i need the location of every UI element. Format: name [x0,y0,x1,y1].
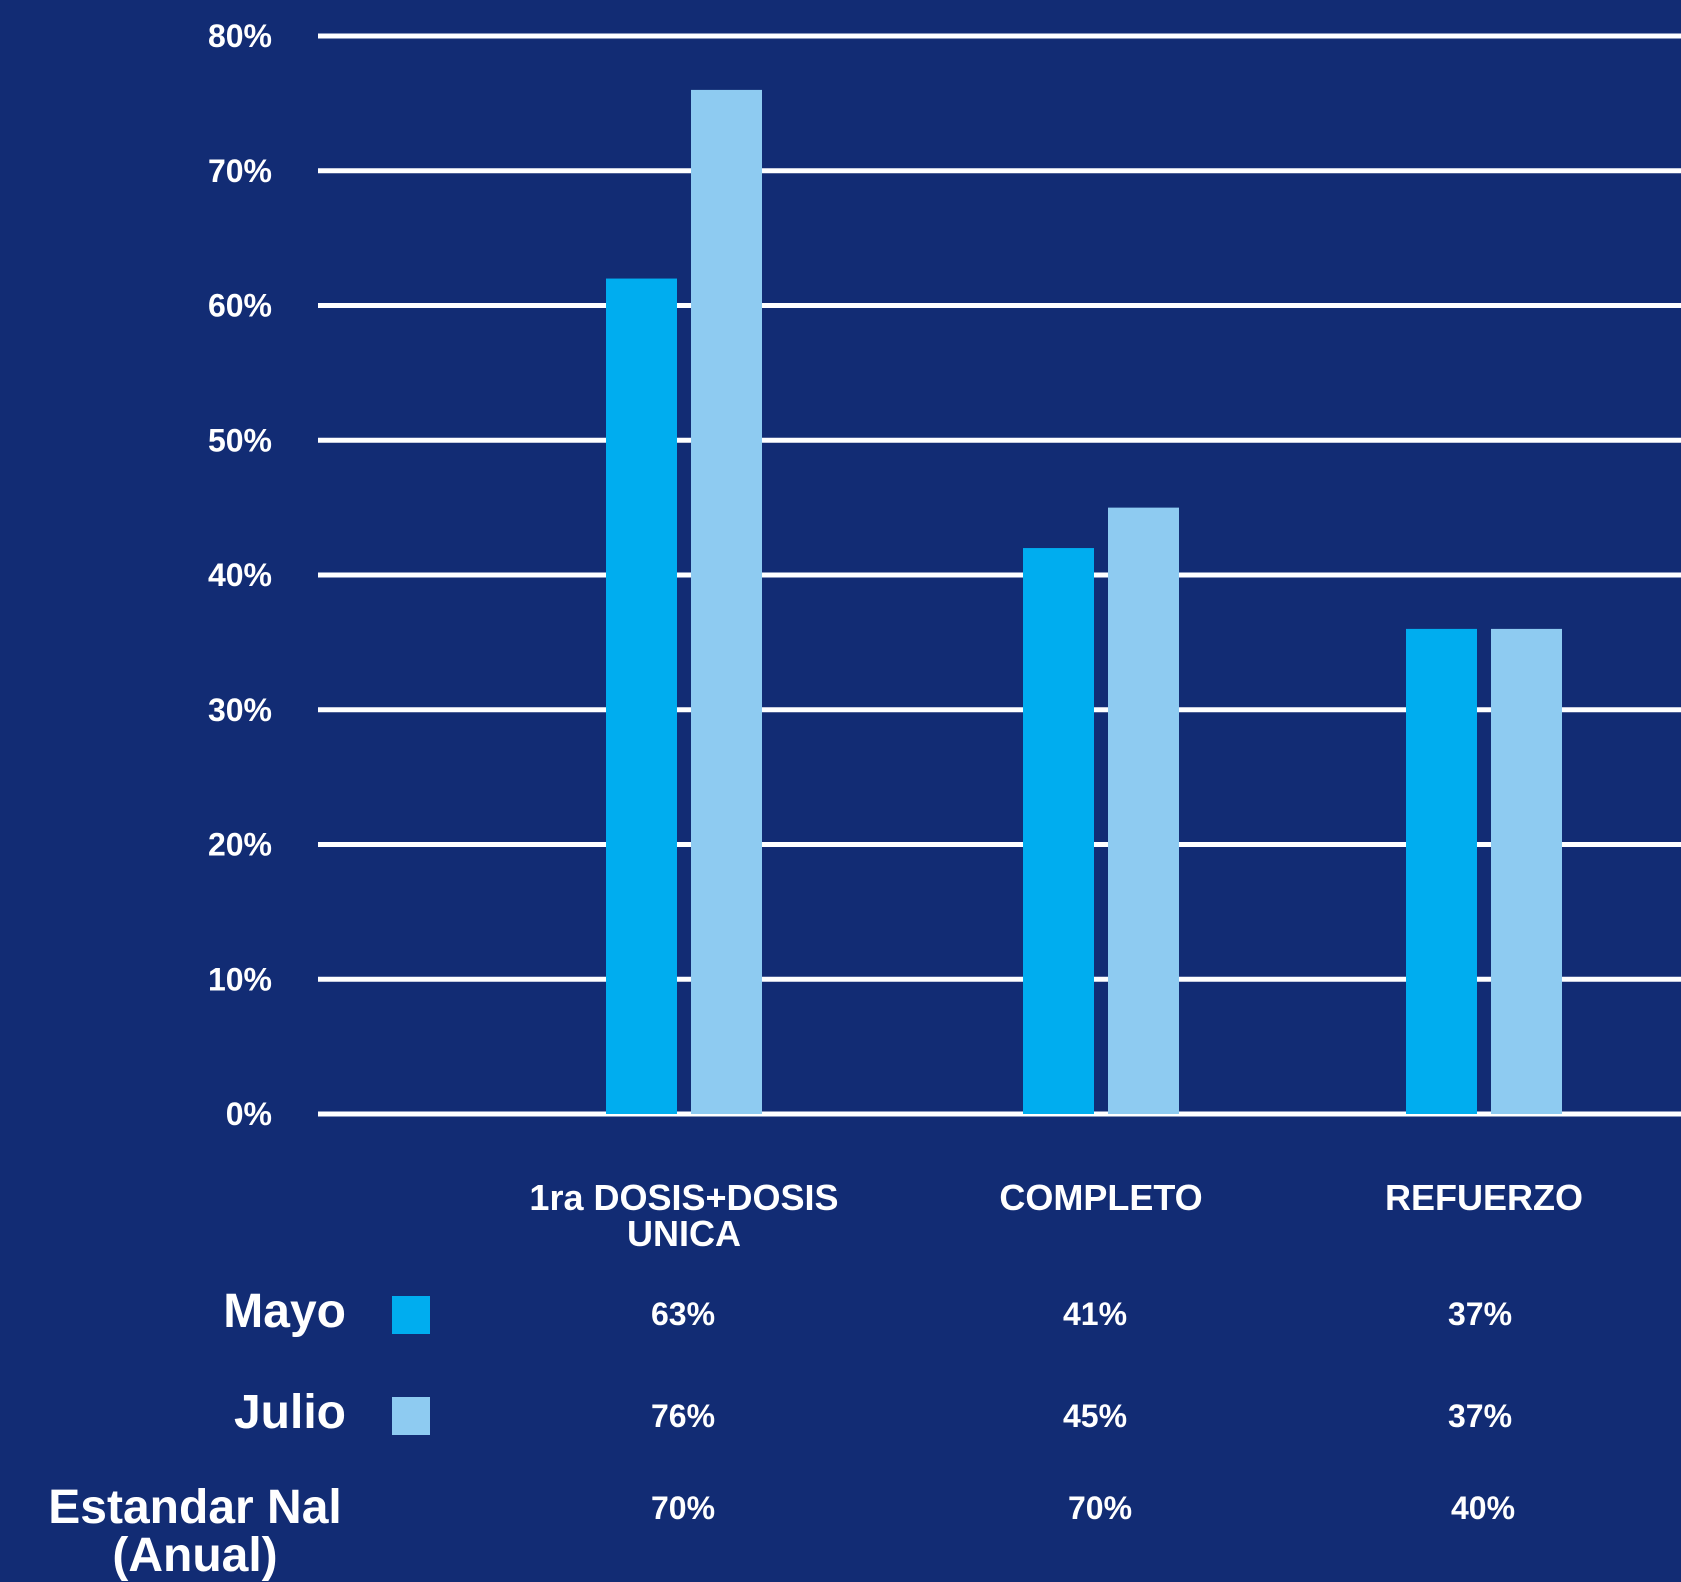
standard-value-3: 40% [1450,1490,1516,1526]
y-tick-label-50: 50% [208,422,272,458]
x-category-label-3: REFUERZO [1385,1177,1583,1218]
x-category-label-1-line2: UNICA [627,1213,741,1254]
standard-value-1: 70% [650,1490,716,1526]
julio-value-1: 76% [650,1398,716,1434]
legend-swatch-mayo [392,1296,430,1334]
y-tick-label-80: 80% [208,18,272,54]
standard-label-line1: Estandar Nal [48,1481,342,1534]
mayo-value-3: 37% [1447,1296,1513,1332]
y-tick-label-0: 0% [226,1096,272,1132]
y-tick-label-60: 60% [208,288,272,324]
bar-julio-2 [1108,507,1179,1114]
y-tick-label-10: 10% [208,961,272,997]
mayo-value-2: 41% [1062,1296,1128,1332]
bar-mayo-1 [606,278,677,1114]
legend-swatch-julio [392,1397,430,1435]
julio-value-3: 37% [1447,1398,1513,1434]
x-category-label-2: COMPLETO [999,1177,1202,1218]
legend-label-julio: Julio [233,1386,346,1439]
julio-value-2: 45% [1062,1398,1128,1434]
x-category-label-1-line1: 1ra DOSIS+DOSIS [529,1177,838,1218]
standard-label: Estandar Nal (Anual) [10,1484,380,1580]
legend-label-mayo: Mayo [223,1285,346,1338]
y-tick-label-40: 40% [208,557,272,593]
bar-julio-1 [691,89,762,1114]
bar-mayo-2 [1023,548,1094,1114]
bar-mayo-3 [1406,628,1477,1114]
standard-value-2: 70% [1067,1490,1133,1526]
y-tick-label-20: 20% [208,827,272,863]
y-tick-label-70: 70% [208,153,272,189]
mayo-value-1: 63% [650,1296,716,1332]
standard-label-line2: (Anual) [112,1529,278,1582]
bar-julio-3 [1491,628,1562,1114]
y-tick-label-30: 30% [208,692,272,728]
